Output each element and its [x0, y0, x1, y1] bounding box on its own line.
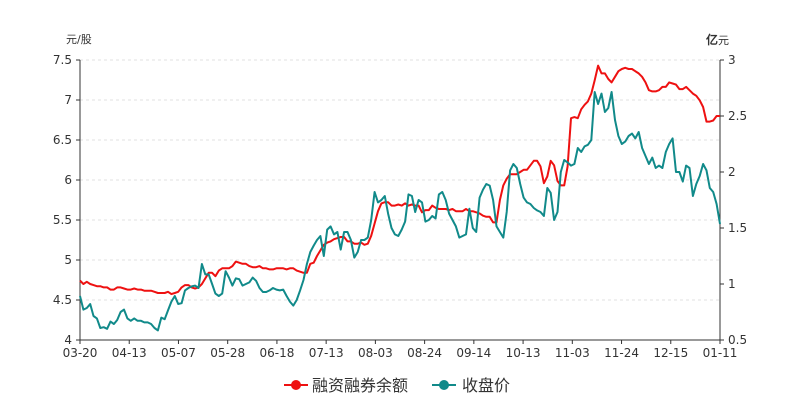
x-tick-label: 07-13: [309, 346, 344, 360]
right-tick-label: 2.5: [728, 109, 747, 123]
legend-swatch-dot-0: [291, 380, 301, 390]
x-tick-label: 08-24: [407, 346, 442, 360]
legend: 融资融券余额 收盘价: [284, 376, 510, 395]
right-axis-unit-rest: 元: [718, 34, 729, 47]
x-tick-label: 06-18: [259, 346, 294, 360]
x-tick-label: 11-03: [555, 346, 590, 360]
left-tick-label: 7.5: [53, 53, 72, 67]
right-tick-label: 1: [728, 277, 736, 291]
axis-layer: 4 4.5 5 5.5 6 6.5 7 7.5 0.5 1 1.5 2 2.5 3 03-20 04-13 05…: [53, 53, 747, 360]
legend-label-0: 融资融券余额: [312, 376, 408, 395]
legend-label-1: 收盘价: [462, 376, 510, 395]
left-tick-label: 4: [64, 333, 72, 347]
x-tick-label: 05-07: [161, 346, 196, 360]
legend-swatch-dot-1: [439, 380, 449, 390]
series-layer: [79, 64, 721, 332]
left-tick-label: 5: [64, 253, 72, 267]
left-tick-label: 4.5: [53, 293, 72, 307]
x-tick-label: 11-24: [604, 346, 639, 360]
x-tick-label: 04-13: [112, 346, 147, 360]
series-line-1: [79, 91, 721, 332]
x-tick-label: 10-13: [506, 346, 541, 360]
x-tick-label: 01-11: [703, 346, 738, 360]
right-tick-label: 0.5: [728, 333, 747, 347]
left-tick-label: 7: [64, 93, 72, 107]
x-tick-label: 09-14: [456, 346, 491, 360]
left-tick-label: 6.5: [53, 133, 72, 147]
right-tick-label: 3: [728, 53, 736, 67]
right-axis-unit-bold: 亿: [706, 32, 718, 47]
left-tick-label: 5.5: [53, 213, 72, 227]
right-axis-unit: 亿元: [706, 32, 729, 47]
left-axis-unit: 元/股: [66, 33, 92, 46]
left-tick-label: 6: [64, 173, 72, 187]
x-tick-label: 08-03: [358, 346, 393, 360]
x-tick-label: 12-15: [653, 346, 688, 360]
right-tick-label: 1.5: [728, 221, 747, 235]
right-tick-label: 2: [728, 165, 736, 179]
x-tick-label: 03-20: [63, 346, 98, 360]
x-tick-label: 05-28: [210, 346, 245, 360]
series-line-0: [79, 64, 720, 296]
